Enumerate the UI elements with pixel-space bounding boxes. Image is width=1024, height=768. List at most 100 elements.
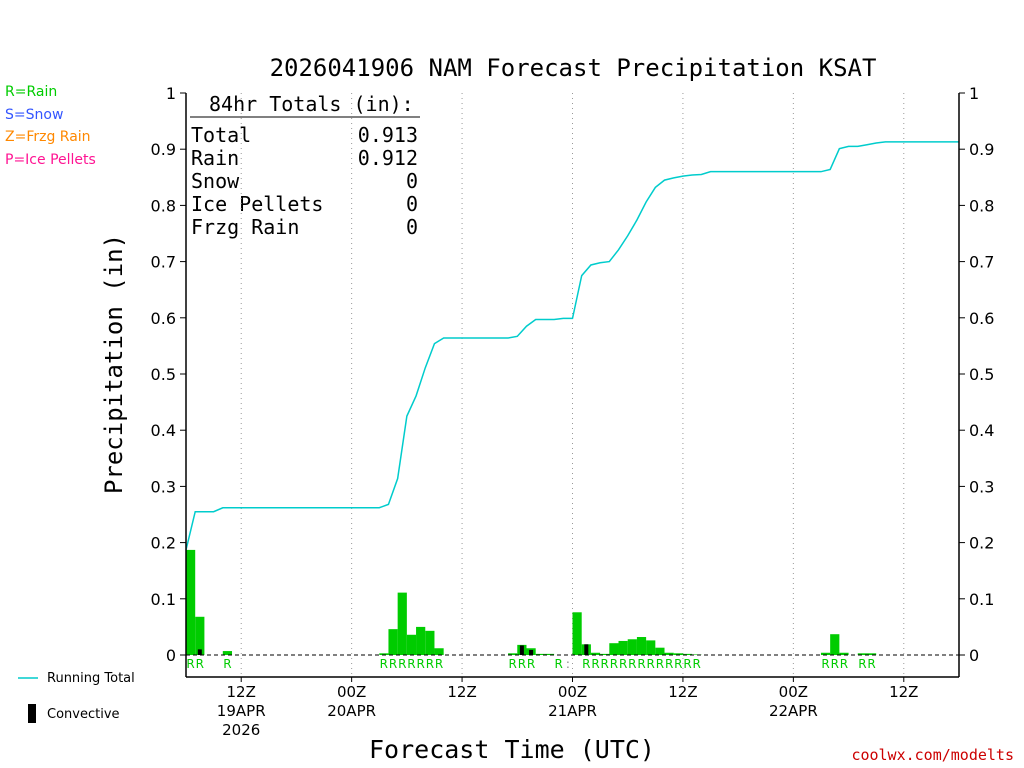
y-tick-label-left: 0.5 (151, 365, 176, 384)
precip-type-letter: R (582, 657, 590, 671)
precip-type-marker: : (566, 657, 570, 671)
precip-type-letter: R (416, 657, 424, 671)
rain-bar (682, 653, 693, 655)
rain-bar (692, 654, 702, 655)
running-total-legend-label: Running Total (47, 671, 135, 686)
y-tick-label-left: 0 (166, 646, 176, 665)
y-tick-label-left: 0.2 (151, 534, 176, 553)
x-tick-label: 00Z (779, 683, 808, 701)
chart-title: 2026041906 NAM Forecast Precipitation KS… (270, 54, 877, 82)
totals-label-rain: Rain (191, 146, 239, 170)
precip-type-letter: R (591, 657, 599, 671)
y-tick-label-right: 0.7 (969, 253, 994, 272)
convective-bar (584, 644, 589, 655)
rain-bar (590, 652, 601, 655)
y-tick-label-left: 0.4 (151, 421, 176, 440)
precip-type-codes: R R R R R R R R R R R R R R R R R R R R R R R R R R R R R R R R: (186, 657, 875, 671)
precip-type-letter: R (435, 657, 443, 671)
y-tick-label-left: 0.8 (151, 196, 176, 215)
convective-bars (197, 644, 589, 655)
y-tick-label-left: 1 (166, 84, 176, 103)
gridlines (240, 93, 905, 677)
rain-bar (416, 626, 426, 655)
y-tick-label-left: 0.1 (151, 590, 176, 609)
x-axis-label: Forecast Time (UTC) (369, 735, 655, 764)
rain-bar (655, 647, 665, 655)
rain-bar (646, 640, 656, 655)
x-tick-label: 21APR (548, 702, 597, 720)
precip-type-letter: R (867, 657, 875, 671)
precip-type-letter: R (858, 657, 866, 671)
y-tick-label-right: 0.8 (969, 196, 994, 215)
precip-type-letter: R (628, 657, 636, 671)
precip-type-letter: R (389, 657, 397, 671)
rain-bar (857, 653, 867, 655)
totals-value-rain: 0.912 (358, 146, 418, 170)
rain-bar (379, 653, 389, 655)
rain-bar (508, 653, 518, 655)
rain-bars (186, 549, 877, 655)
precip-type-letter: R (398, 657, 406, 671)
rain-bar (830, 634, 840, 655)
y-tick-label-left: 0.3 (151, 477, 176, 496)
y-tick-label-right: 0.4 (969, 421, 994, 440)
y-tick-label-right: 1 (969, 84, 979, 103)
precip-type-letter: R (674, 657, 682, 671)
y-tick-label-right: 0 (969, 646, 979, 665)
precip-type-letter: R (693, 657, 701, 671)
rain-bar (434, 648, 444, 655)
plot-frame (185, 93, 960, 678)
x-tick-label: 12Z (227, 683, 256, 701)
y-tick-label-right: 0.6 (969, 309, 994, 328)
precip-type-letter: R (656, 657, 664, 671)
precip-type-letter: R (637, 657, 645, 671)
rain-bar (618, 640, 628, 655)
y-tick-label-right: 0.3 (969, 477, 994, 496)
precip-type-letter: R (223, 657, 231, 671)
rain-bar (397, 592, 407, 655)
totals-value-total: 0.913 (358, 123, 418, 147)
precip-type-letter: R (610, 657, 618, 671)
precip-type-letter: R (407, 657, 415, 671)
totals-heading: 84hr Totals (in): (209, 92, 414, 116)
precip-type-letter: R (831, 657, 839, 671)
rain-bar (866, 653, 877, 655)
x-tick-label: 22APR (769, 702, 818, 720)
precip-type-letter: R (647, 657, 655, 671)
rain-bar (627, 639, 637, 655)
convective-legend-label: Convective (47, 707, 120, 722)
credit-text: coolwx.com/modelts (851, 746, 1014, 764)
totals-label-total: Total (191, 123, 251, 147)
totals-label-ice-pellets: Ice Pellets (191, 192, 323, 216)
rain-bar (535, 653, 545, 655)
convective-legend-swatch (28, 704, 36, 723)
totals-value-frzg-rain: 0 (406, 215, 418, 239)
y-axis-right: 0 0.1 0.2 0.3 0.4 0.5 0.6 0.7 0.8 0.9 1 (959, 84, 994, 665)
type-legend-rain: R=Rain (5, 84, 57, 100)
x-tick-label: 00Z (337, 683, 366, 701)
type-legend-frzg-rain: Z=Frzg Rain (5, 129, 91, 145)
rain-bar (664, 652, 674, 655)
precip-type-letter: R (683, 657, 691, 671)
precip-type-letter: R (426, 657, 434, 671)
totals-value-snow: 0 (406, 169, 418, 193)
y-tick-label-right: 0.9 (969, 140, 994, 159)
rain-bar (636, 637, 647, 655)
rain-bar (186, 549, 196, 655)
rain-bar (820, 652, 831, 655)
y-tick-label-left: 0.7 (151, 253, 176, 272)
rain-bar (673, 653, 683, 655)
y-tick-label-right: 0.1 (969, 590, 994, 609)
type-legend-snow: S=Snow (5, 107, 63, 123)
convective-bar (519, 645, 524, 655)
totals-label-frzg-rain: Frzg Rain (191, 215, 299, 239)
x-tick-label: 12Z (447, 683, 476, 701)
totals-label-snow: Snow (191, 169, 240, 193)
y-tick-label-left: 0.9 (151, 140, 176, 159)
rain-bar (544, 653, 555, 655)
precip-type-letter: R (555, 657, 563, 671)
running-total-polyline (185, 141, 959, 551)
y-tick-label-right: 0.5 (969, 365, 994, 384)
